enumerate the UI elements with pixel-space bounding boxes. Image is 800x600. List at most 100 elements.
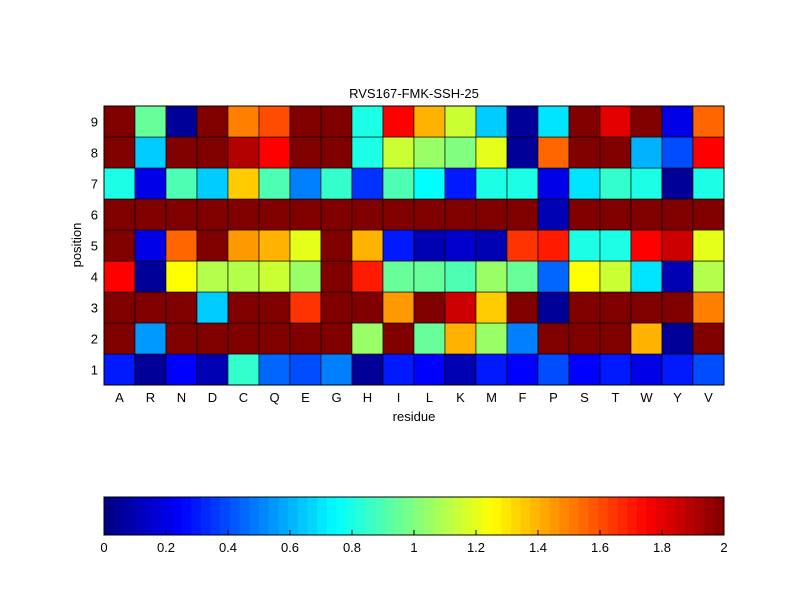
heatmap-cell <box>568 229 601 262</box>
colorbar-segment <box>530 497 541 535</box>
colorbar-segment <box>559 497 570 535</box>
colorbar-segment <box>549 497 560 535</box>
colorbar-tick-label: 0.8 <box>343 540 361 555</box>
x-tick-label: W <box>640 390 653 405</box>
x-tick-label: G <box>331 390 341 405</box>
heatmap-cell <box>413 198 446 231</box>
heatmap-cell <box>258 198 291 231</box>
y-tick-label: 5 <box>91 239 98 254</box>
heatmap-cell <box>692 260 725 293</box>
heatmap-cell <box>444 291 477 324</box>
heatmap-cell <box>537 291 570 324</box>
heatmap-cell <box>506 198 539 231</box>
y-tick-label: 4 <box>91 270 98 285</box>
colorbar-segment <box>704 497 715 535</box>
heatmap-cell <box>475 260 508 293</box>
colorbar-segment <box>355 497 367 535</box>
colorbar-segment <box>394 497 405 535</box>
colorbar-segment <box>171 497 182 535</box>
colorbar-tick-label: 2 <box>720 540 727 555</box>
heatmap-cell <box>103 198 136 231</box>
heatmap-cell <box>599 322 632 355</box>
colorbar-segment <box>210 497 221 535</box>
heatmap-cell <box>475 167 508 200</box>
heatmap-cell <box>382 291 415 324</box>
heatmap-cell <box>568 105 601 138</box>
y-tick-label: 7 <box>91 177 98 192</box>
colorbar-segment <box>443 497 454 535</box>
heatmap-cell <box>537 167 570 200</box>
heatmap-cell <box>537 229 570 262</box>
heatmap-cell <box>258 291 291 324</box>
colorbar-segment <box>598 497 609 535</box>
colorbar-segment <box>607 497 618 535</box>
colorbar-segment <box>152 497 163 535</box>
colorbar-segment <box>142 497 153 535</box>
colorbar-segment <box>617 497 628 535</box>
heatmap-cell <box>165 167 198 200</box>
colorbar-segment <box>346 497 357 535</box>
heatmap-cell <box>661 291 694 324</box>
heatmap-cell <box>103 260 136 293</box>
colorbar-tick-labels: 0 0.2 0.4 0.6 0.8 1 1.2 1.4 1.6 1.8 2 <box>100 530 728 555</box>
colorbar-segment <box>685 497 696 535</box>
x-tick-label: A <box>115 390 124 405</box>
x-axis-label: residue <box>393 409 436 424</box>
heatmap-cell <box>475 136 508 169</box>
colorbar-segment <box>239 497 250 535</box>
heatmap-cell <box>134 105 167 138</box>
heatmap-cell <box>351 322 384 355</box>
colorbar-tick-label: 1.4 <box>529 540 547 555</box>
heatmap-cell <box>475 105 508 138</box>
heatmap-cell <box>196 353 229 386</box>
heatmap-cell <box>599 136 632 169</box>
heatmap-cell <box>196 291 229 324</box>
heatmap-cell <box>134 136 167 169</box>
heatmap-cell <box>165 198 198 231</box>
heatmap-cell <box>134 167 167 200</box>
heatmap-cell <box>320 353 353 386</box>
colorbar-tick-label: 0.6 <box>281 540 299 555</box>
heatmap-cell <box>692 353 725 386</box>
heatmap-cell <box>506 105 539 138</box>
heatmap-cell <box>258 322 291 355</box>
heatmap-cell <box>630 291 663 324</box>
heatmap-cell <box>568 322 601 355</box>
heatmap-cell <box>692 229 725 262</box>
colorbar-segment <box>123 497 134 535</box>
colorbar-tick-label: 1 <box>410 540 417 555</box>
heatmap-cell <box>103 105 136 138</box>
heatmap-cell <box>599 353 632 386</box>
heatmap-cell <box>165 291 198 324</box>
heatmap-cell <box>227 353 260 386</box>
heatmap-cell <box>103 229 136 262</box>
chart-title: RVS167-FMK-SSH-25 <box>349 86 479 101</box>
colorbar-segment <box>268 497 279 535</box>
heatmap-cell <box>630 229 663 262</box>
colorbar-tick-label: 0.4 <box>219 540 237 555</box>
colorbar-segment <box>539 497 551 535</box>
heatmap-cell <box>227 167 260 200</box>
heatmap-cell <box>196 105 229 138</box>
y-tick-label: 6 <box>91 208 98 223</box>
heatmap-cell <box>320 322 353 355</box>
heatmap-cell <box>630 167 663 200</box>
heatmap-cell <box>568 353 601 386</box>
heatmap-cell <box>413 353 446 386</box>
heatmap-cell <box>537 322 570 355</box>
colorbar-segment <box>326 497 337 535</box>
colorbar-segment <box>404 497 415 535</box>
x-tick-label: M <box>486 390 497 405</box>
heatmap-cell <box>289 167 322 200</box>
colorbar-segment <box>259 497 270 535</box>
heatmap-cell <box>537 105 570 138</box>
heatmap-cell <box>444 353 477 386</box>
heatmap-cell <box>506 322 539 355</box>
heatmap-cell <box>103 136 136 169</box>
heatmap-cell <box>289 229 322 262</box>
x-tick-label: H <box>363 390 372 405</box>
colorbar-segment <box>191 497 202 535</box>
heatmap-cell <box>661 353 694 386</box>
heatmap-cell <box>165 260 198 293</box>
colorbar-tick-label: 0 <box>100 540 107 555</box>
